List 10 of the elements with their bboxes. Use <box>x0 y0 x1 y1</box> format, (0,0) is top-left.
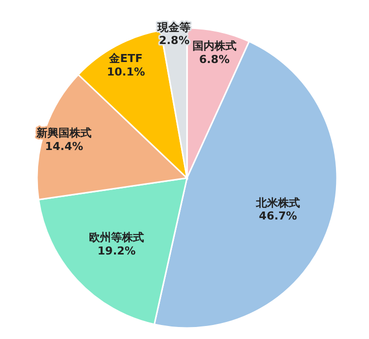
slice-label: 国内株式 <box>192 40 236 53</box>
data-label: 6.8% <box>199 52 230 66</box>
data-label: 19.2% <box>98 244 136 258</box>
slice-label: 現金等 <box>156 20 191 34</box>
slice-label: 北米株式 <box>255 196 300 210</box>
data-label: 14.4% <box>44 140 84 153</box>
data-label: 10.1% <box>106 65 146 78</box>
slice-label: 金ETF <box>108 52 143 66</box>
slice-label: 欧州等株式 <box>89 231 144 244</box>
data-label: 46.7% <box>258 210 298 223</box>
